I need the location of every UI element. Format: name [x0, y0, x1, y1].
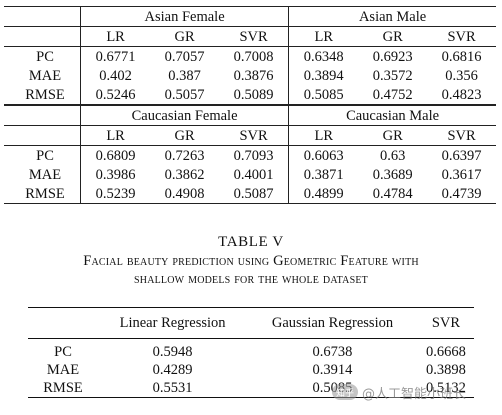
table-row: PC 0.6809 0.7263 0.7093 0.6063 0.63 0.63…: [4, 145, 496, 165]
cell: 0.3862: [164, 166, 205, 183]
table-asian: Asian Female Asian Male LR GR SVR LR GR …: [4, 6, 496, 105]
watermark: 知乎 @人工智能小班长: [332, 381, 466, 403]
model-header: SVR: [218, 125, 289, 146]
cell: 0.6923: [372, 48, 413, 65]
table-caption-line: shallow models for the whole dataset: [134, 271, 368, 287]
cell: 0.6668: [425, 344, 466, 360]
corner-cell: [4, 105, 81, 126]
row-label: PC: [4, 46, 81, 66]
row-label: MAE: [46, 362, 80, 378]
table-caucasian: Caucasian Female Caucasian Male LR GR SV…: [4, 105, 496, 204]
cell: 0.3871: [288, 165, 359, 184]
group-header: Caucasian Female: [80, 105, 289, 126]
cell: 0.3617: [441, 166, 482, 183]
cell: 0.7263: [164, 147, 205, 164]
cell: 0.4908: [164, 185, 205, 202]
group-header: Asian Male: [288, 6, 496, 27]
table-caption-line: Facial beauty prediction using Geometric…: [83, 253, 419, 269]
cell: 0.6771: [95, 48, 136, 65]
model-header: LR: [80, 125, 151, 146]
cell: 0.4823: [441, 86, 482, 103]
row-label: PC: [4, 145, 81, 165]
table-row: MAE 0.3986 0.3862 0.4001 0.3871 0.3689 0…: [4, 165, 496, 184]
cell: 0.5948: [152, 344, 193, 360]
table-row: MAE 0.402 0.387 0.3876 0.3894 0.3572 0.3…: [4, 66, 496, 85]
group-header: Asian Female: [80, 6, 289, 27]
cell: 0.3986: [95, 166, 136, 183]
row-label: PC: [54, 344, 72, 360]
cell: 0.3894: [288, 66, 359, 85]
table-whole-dataset: Linear Regression Gaussian Regression SV…: [28, 307, 474, 398]
corner-cell: [28, 307, 98, 339]
corner-cell: [4, 26, 81, 47]
group-header: Caucasian Male: [288, 105, 496, 126]
model-header: LR: [288, 125, 359, 146]
model-header: GR: [358, 125, 428, 146]
watermark-text: @人工智能小班长: [362, 386, 467, 402]
cell: 0.3689: [372, 166, 413, 183]
cell: 0.5531: [152, 380, 193, 396]
cell: 0.6809: [95, 147, 136, 164]
cell: 0.5246: [95, 86, 136, 103]
cell: 0.63: [380, 147, 406, 164]
zhihu-logo-icon: 知乎: [332, 384, 358, 400]
cell: 0.6738: [312, 344, 353, 360]
model-header: GR: [150, 125, 219, 146]
cell: 0.5239: [95, 185, 136, 202]
row-label: RMSE: [43, 380, 83, 396]
cell: 0.7008: [233, 48, 274, 65]
cell: 0.5087: [233, 185, 274, 202]
row-label: MAE: [4, 165, 81, 184]
cell: 0.6348: [288, 46, 359, 66]
cell: 0.6816: [441, 48, 482, 65]
cell: 0.5089: [233, 86, 274, 103]
cell: 0.6397: [441, 147, 482, 164]
cell: 0.4001: [233, 166, 274, 183]
row-label: RMSE: [4, 184, 81, 204]
cell: 0.3876: [233, 67, 274, 84]
table-row: MAE 0.4289 0.3914 0.3898: [28, 361, 474, 379]
model-header: GR: [358, 26, 428, 47]
cell: 0.3914: [312, 362, 353, 378]
table-row: PC 0.6771 0.7057 0.7008 0.6348 0.6923 0.…: [4, 46, 496, 66]
cell: 0.4784: [372, 185, 413, 202]
column-header: Linear Regression: [98, 307, 248, 339]
model-header: SVR: [218, 26, 289, 47]
model-header: LR: [288, 26, 359, 47]
model-header: LR: [80, 26, 151, 47]
cell: 0.5057: [164, 86, 205, 103]
cell: 0.6063: [288, 145, 359, 165]
column-header: Gaussian Regression: [247, 307, 418, 339]
table-row: PC 0.5948 0.6738 0.6668: [28, 339, 474, 362]
row-label: RMSE: [4, 85, 81, 105]
cell: 0.356: [445, 67, 478, 84]
cell: 0.4739: [441, 185, 482, 202]
cell: 0.7057: [164, 48, 205, 65]
table-caption-title: TABLE V: [218, 234, 284, 250]
table-row: RMSE 0.5246 0.5057 0.5089 0.5085 0.4752 …: [4, 85, 496, 105]
cell: 0.5132: [425, 380, 466, 396]
cell: 0.5085: [288, 85, 359, 105]
cell: 0.4289: [152, 362, 193, 378]
row-label: MAE: [4, 66, 81, 85]
cell: 0.3572: [372, 67, 413, 84]
cell: 0.402: [99, 67, 132, 84]
cell: 0.4899: [288, 184, 359, 204]
column-header: SVR: [417, 307, 474, 339]
corner-cell: [4, 125, 81, 146]
model-header: SVR: [427, 125, 496, 146]
model-header: GR: [150, 26, 219, 47]
corner-cell: [4, 6, 81, 27]
table-row: RMSE 0.5239 0.4908 0.5087 0.4899 0.4784 …: [4, 184, 496, 204]
cell: 0.387: [168, 67, 201, 84]
model-header: SVR: [427, 26, 496, 47]
cell: 0.3898: [425, 362, 466, 378]
cell: 0.4752: [372, 86, 413, 103]
cell: 0.7093: [233, 147, 274, 164]
